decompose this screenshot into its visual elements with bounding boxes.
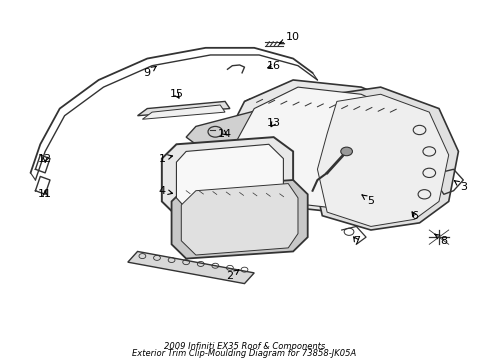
Text: 6: 6	[410, 211, 417, 221]
Polygon shape	[176, 144, 283, 208]
Polygon shape	[162, 137, 292, 216]
Polygon shape	[317, 94, 448, 226]
Polygon shape	[224, 87, 428, 212]
Text: 2: 2	[226, 270, 238, 282]
Text: 12: 12	[38, 154, 52, 163]
Text: 11: 11	[38, 189, 52, 199]
Text: 13: 13	[266, 118, 280, 128]
Text: 15: 15	[169, 89, 183, 99]
Polygon shape	[312, 87, 458, 230]
Polygon shape	[142, 105, 224, 119]
Text: 10: 10	[279, 32, 300, 44]
Polygon shape	[137, 102, 229, 116]
Polygon shape	[181, 184, 297, 255]
Polygon shape	[127, 251, 254, 284]
Text: 16: 16	[266, 61, 280, 71]
Polygon shape	[186, 109, 273, 152]
Text: 2009 Infiniti EX35 Roof & Components: 2009 Infiniti EX35 Roof & Components	[163, 342, 325, 351]
Text: 14: 14	[218, 129, 232, 139]
Text: 9: 9	[143, 66, 156, 78]
Text: 1: 1	[158, 154, 172, 163]
Text: Exterior Trim Clip-Moulding Diagram for 73858-JK05A: Exterior Trim Clip-Moulding Diagram for …	[132, 349, 356, 358]
Text: 3: 3	[453, 181, 466, 192]
Circle shape	[340, 147, 352, 156]
Polygon shape	[215, 80, 438, 216]
Polygon shape	[171, 180, 307, 258]
Text: 5: 5	[361, 195, 374, 206]
Text: 7: 7	[352, 236, 359, 246]
Text: 8: 8	[434, 234, 447, 246]
Text: 4: 4	[158, 186, 172, 196]
